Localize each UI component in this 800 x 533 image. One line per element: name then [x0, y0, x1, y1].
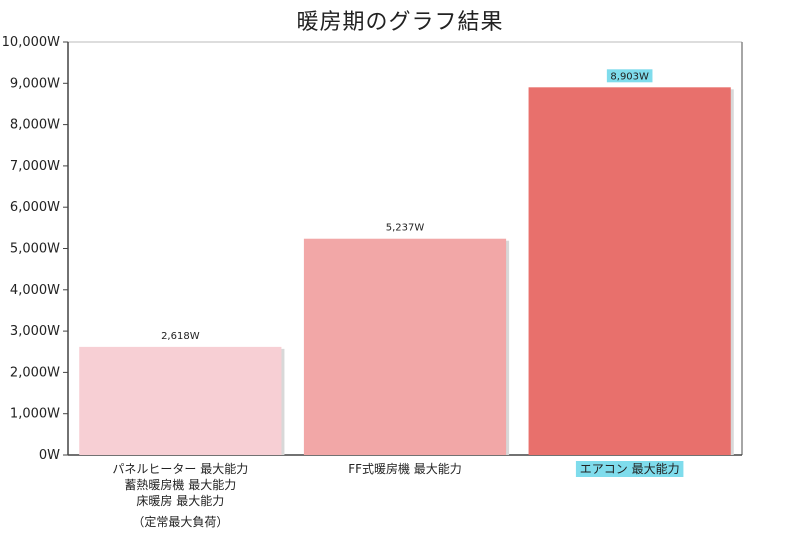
y-tick-label: 3,000W	[10, 324, 60, 339]
data-label-highlight	[606, 69, 653, 83]
category-label: エアコン 最大能力	[580, 462, 680, 476]
y-tick-label: 1,000W	[10, 407, 60, 422]
category-label: 床暖房 最大能力	[136, 493, 224, 508]
y-tick-label: 0W	[39, 448, 60, 463]
y-tick-label: 9,000W	[10, 76, 60, 91]
y-tick-label: 4,000W	[10, 283, 60, 298]
y-tick-label: 10,000W	[2, 35, 60, 50]
bar	[79, 346, 282, 455]
category-label: 蓄熱暖房機 最大能力	[124, 477, 236, 492]
category-label-highlight	[575, 461, 684, 477]
y-tick-label: 7,000W	[10, 159, 60, 174]
bar	[303, 238, 507, 455]
y-tick-label: 5,000W	[10, 242, 60, 257]
data-label: 2,618W	[161, 331, 200, 342]
data-label: 8,903W	[610, 71, 649, 82]
chart-title: 暖房期のグラフ結果	[296, 10, 504, 35]
category-label: パネルヒーター 最大能力	[112, 462, 248, 476]
category-label: （定常最大負荷）	[132, 514, 228, 529]
y-tick-label: 6,000W	[10, 200, 60, 215]
data-label: 5,237W	[386, 223, 425, 234]
category-label: FF式暖房機 最大能力	[348, 461, 462, 476]
y-tick-label: 8,000W	[10, 118, 60, 133]
y-tick-label: 2,000W	[10, 365, 60, 380]
bar	[528, 87, 731, 456]
